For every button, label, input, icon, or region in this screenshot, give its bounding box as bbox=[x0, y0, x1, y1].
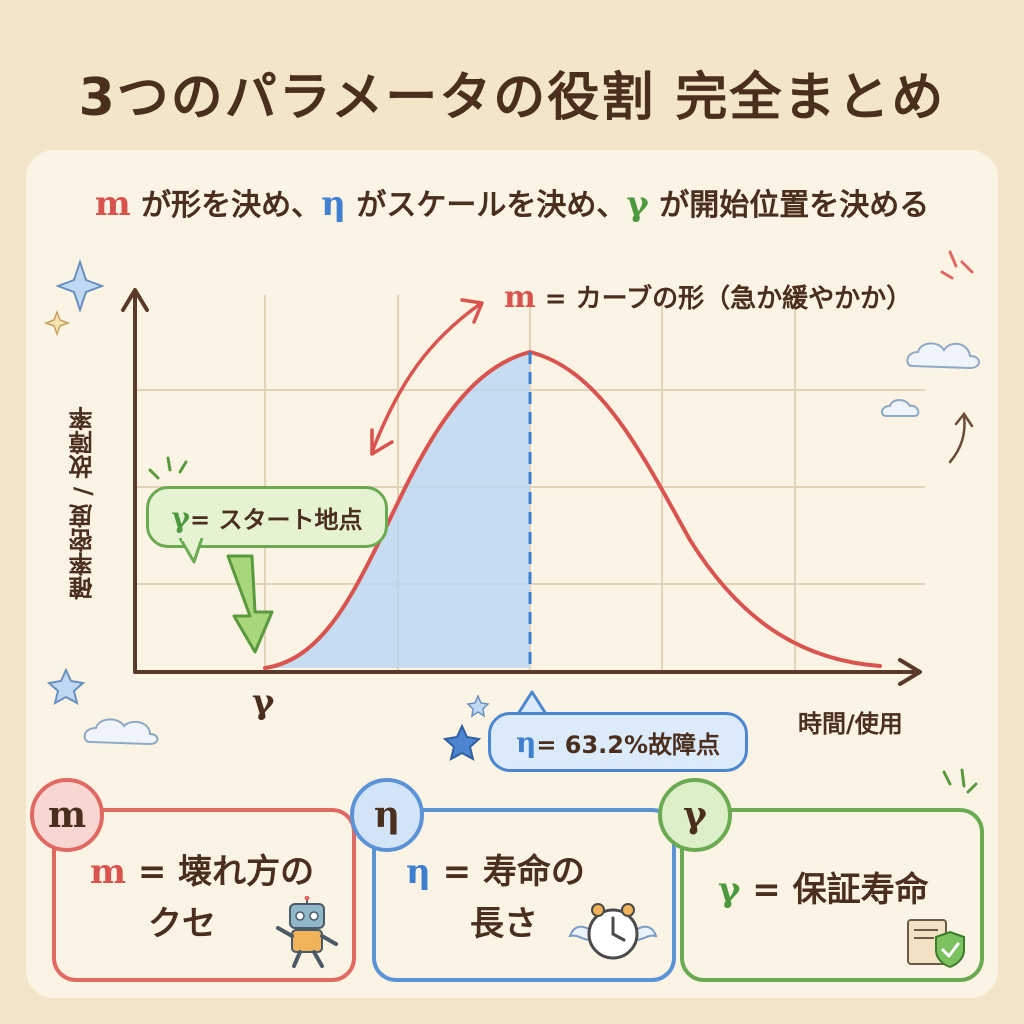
gamma-down-arrow bbox=[226, 554, 274, 654]
robot-icon bbox=[276, 896, 338, 968]
eta-callout-tail bbox=[516, 690, 548, 715]
cloud-icon bbox=[83, 718, 159, 746]
gamma-callout-tail bbox=[178, 538, 204, 564]
subtitle: m が形を決め、η がスケールを決め、γ が開始位置を決める bbox=[0, 180, 1024, 224]
card-eta-symbol: η bbox=[406, 852, 431, 892]
gamma-start-callout: γ = スタート地点 bbox=[146, 486, 388, 548]
card-m-symbol: m bbox=[90, 852, 126, 892]
page-title: 3つのパラメータの役割 完全まとめ bbox=[78, 68, 946, 128]
eta-callout-text: = 63.2%故障点 bbox=[536, 730, 721, 759]
x-axis-label: 時間/使用 bbox=[798, 710, 903, 738]
star-icon bbox=[43, 309, 71, 337]
card-eta-text: η = 寿命の 長さ bbox=[406, 846, 585, 950]
star-icon bbox=[55, 258, 105, 314]
eta-callout-symbol: η bbox=[515, 725, 537, 759]
eta-callout: η = 63.2%故障点 bbox=[488, 712, 748, 772]
card-gamma-badge: γ bbox=[658, 778, 732, 852]
card-m-badge: m bbox=[30, 778, 104, 852]
card-m-text: m = 壊れ方の クセ bbox=[90, 846, 314, 950]
x-origin-gamma-label: γ bbox=[252, 682, 275, 722]
card-m: m m = 壊れ方の クセ bbox=[30, 778, 356, 982]
card-eta: η η = 寿命の 長さ bbox=[350, 778, 676, 982]
card-eta-badge: η bbox=[350, 778, 424, 852]
star-icon bbox=[466, 694, 490, 718]
card-m-line2: クセ bbox=[148, 904, 216, 944]
card-m-line1: = 壊れ方の bbox=[125, 852, 315, 892]
curved-arrow-icon bbox=[948, 411, 974, 464]
subtitle-gamma-text: が開始位置を決める bbox=[648, 188, 930, 223]
cloud-icon bbox=[906, 342, 980, 370]
subtitle-eta-symbol: η bbox=[321, 184, 346, 224]
card-gamma-line1: = 保証寿命 bbox=[740, 870, 929, 910]
subtitle-m-symbol: m bbox=[94, 184, 131, 224]
card-gamma-text: γ = 保証寿命 bbox=[718, 864, 929, 916]
sparkle-icon bbox=[940, 250, 974, 280]
m-shape-callout: m = カーブの形（急か緩やかか） bbox=[504, 278, 912, 315]
m-callout-symbol: m bbox=[504, 280, 536, 315]
subtitle-gamma-symbol: γ bbox=[626, 184, 649, 224]
card-gamma-symbol: γ bbox=[718, 870, 741, 910]
m-callout-text: = カーブの形（急か緩やかか） bbox=[535, 284, 913, 314]
subtitle-m-text: が形を決め、 bbox=[130, 188, 322, 223]
gamma-callout-text: = スタート地点 bbox=[190, 505, 363, 534]
star-icon bbox=[46, 667, 86, 705]
card-sparkle-icon bbox=[942, 768, 978, 794]
card-eta-line2: 長さ bbox=[470, 904, 538, 944]
m-shape-arrow bbox=[370, 298, 484, 456]
card-eta-line1: = 寿命の bbox=[430, 852, 585, 892]
gamma-callout-symbol: γ bbox=[171, 500, 190, 534]
star-icon bbox=[442, 723, 482, 761]
shaded-area bbox=[265, 352, 530, 668]
card-gamma: γ γ = 保証寿命 bbox=[658, 778, 984, 982]
axes bbox=[121, 288, 922, 686]
warranty-shield-icon bbox=[907, 919, 965, 969]
gamma-sparkle-icon bbox=[148, 456, 188, 480]
cloud-icon bbox=[880, 399, 920, 417]
winged-clock-icon bbox=[568, 903, 658, 960]
subtitle-eta-text: がスケールを決め、 bbox=[345, 188, 627, 223]
y-axis-label: 確率密度 / 故障率 bbox=[69, 406, 97, 600]
